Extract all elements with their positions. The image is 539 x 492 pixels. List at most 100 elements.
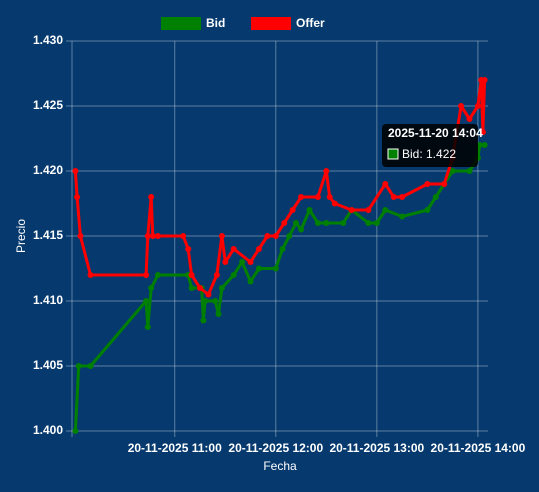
data-point — [314, 220, 321, 226]
data-point — [365, 220, 372, 226]
y-tick-label: 1.410 — [33, 293, 63, 307]
y-tick-label: 1.405 — [33, 358, 63, 372]
data-point — [148, 194, 155, 200]
data-point — [87, 363, 94, 369]
data-point — [247, 259, 254, 265]
x-tick-label: 20-11-2025 12:00 — [228, 441, 323, 455]
legend-label: Bid — [206, 16, 225, 30]
data-point — [476, 142, 483, 148]
data-point — [323, 168, 330, 174]
data-point — [365, 207, 372, 213]
data-point — [479, 129, 486, 135]
y-tick-label: 1.420 — [33, 163, 63, 177]
data-point — [213, 272, 220, 278]
data-point — [230, 246, 237, 252]
plot-area: 1.400 1.405 1.410 1.415 1.420 1.425 1.430 20-11… — [33, 33, 526, 455]
data-point — [340, 220, 347, 226]
data-point — [272, 233, 279, 239]
data-point — [286, 233, 293, 239]
x-tick-label: 20-11-2025 13:00 — [329, 441, 424, 455]
data-point — [222, 259, 229, 265]
tooltip-label: Bid: 1.422 — [402, 147, 456, 161]
data-point — [373, 220, 380, 226]
data-point — [424, 181, 431, 187]
tooltip-box — [382, 124, 478, 167]
data-point — [449, 168, 456, 174]
data-point — [390, 194, 397, 200]
data-point — [230, 272, 237, 278]
data-point — [143, 298, 150, 304]
data-point — [143, 272, 150, 278]
data-point — [218, 285, 225, 291]
data-point — [382, 181, 389, 187]
data-point — [180, 233, 187, 239]
data-point — [215, 311, 222, 317]
data-point — [348, 207, 355, 213]
data-point — [72, 428, 79, 434]
tooltip-title: 2025-11-20 14:04 — [388, 126, 483, 140]
y-tick-label: 1.400 — [33, 423, 63, 437]
data-point — [298, 194, 305, 200]
data-point — [154, 272, 161, 278]
series-line — [73, 78, 487, 296]
data-point — [432, 194, 439, 200]
data-point — [205, 291, 212, 298]
data-point — [293, 220, 299, 226]
y-tick-label: 1.425 — [33, 98, 63, 112]
data-point — [255, 246, 262, 252]
data-point — [481, 77, 488, 83]
data-point — [264, 233, 271, 239]
data-point — [185, 246, 192, 252]
data-point — [200, 317, 207, 324]
data-point — [255, 265, 262, 272]
data-point — [75, 363, 82, 369]
data-point — [424, 207, 431, 213]
data-point — [148, 285, 155, 291]
data-point — [197, 285, 203, 291]
data-point — [281, 220, 288, 226]
data-point — [399, 213, 406, 220]
data-point — [466, 168, 473, 174]
x-axis-title: Fecha — [263, 459, 297, 473]
data-point — [77, 233, 84, 239]
data-point — [399, 194, 406, 200]
y-tick-label: 1.415 — [33, 228, 63, 242]
data-point — [188, 272, 195, 278]
data-point — [481, 142, 488, 148]
data-point — [441, 181, 448, 187]
data-point — [212, 298, 219, 304]
data-point — [306, 207, 313, 213]
y-axis-title: Precio — [14, 219, 28, 253]
data-point — [382, 207, 389, 213]
data-point — [74, 194, 81, 200]
data-point — [239, 259, 246, 265]
data-point — [144, 324, 151, 330]
data-point — [144, 233, 151, 239]
y-tick-label: 1.430 — [33, 33, 63, 47]
data-point — [474, 103, 481, 109]
data-point — [314, 194, 321, 200]
x-tick-label: 20-11-2025 14:00 — [431, 441, 526, 455]
data-point — [331, 200, 338, 207]
data-point — [87, 272, 94, 278]
legend-swatch — [161, 17, 201, 30]
data-point — [202, 298, 209, 304]
tooltip-swatch — [387, 148, 399, 160]
x-tick-label: 20-11-2025 11:00 — [128, 441, 222, 455]
data-point — [279, 246, 286, 252]
data-point — [326, 194, 333, 200]
data-point — [72, 168, 79, 174]
data-point — [323, 220, 330, 226]
data-point — [272, 265, 279, 272]
data-point — [154, 233, 161, 239]
legend-label: Offer — [296, 16, 325, 30]
data-point — [188, 285, 195, 291]
data-point — [218, 233, 225, 239]
tooltip: 2025-11-20 14:04 Bid: 1.422 — [382, 124, 483, 167]
data-point — [458, 103, 465, 109]
data-point — [247, 278, 254, 285]
data-point — [466, 116, 473, 122]
data-point — [298, 226, 305, 233]
data-point — [289, 207, 296, 213]
